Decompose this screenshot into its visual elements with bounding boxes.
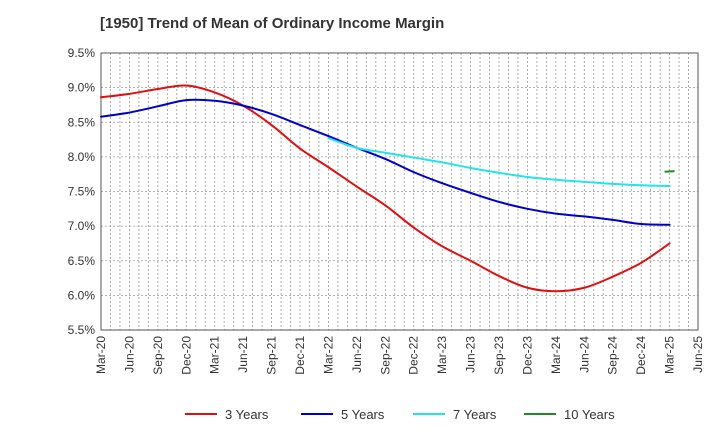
legend-label: 7 Years xyxy=(453,407,497,422)
y-tick-label: 5.5% xyxy=(68,323,96,337)
x-tick-label: Sep-22 xyxy=(378,336,392,375)
x-tick-label: Jun-24 xyxy=(577,336,591,373)
x-tick-label: Mar-25 xyxy=(663,336,677,374)
y-tick-label: 6.0% xyxy=(68,288,96,302)
series-line-10-years xyxy=(664,170,675,173)
x-tick-label: Mar-21 xyxy=(208,336,222,374)
x-tick-label: Mar-24 xyxy=(549,336,563,374)
x-tick-label: Sep-21 xyxy=(265,336,279,375)
y-tick-label: 6.5% xyxy=(68,254,96,268)
x-tick-label: Sep-24 xyxy=(606,336,620,375)
x-tick-label: Jun-22 xyxy=(350,336,364,373)
y-tick-label: 7.5% xyxy=(68,185,96,199)
x-tick-label: Mar-22 xyxy=(321,336,335,374)
y-tick-label: 8.0% xyxy=(68,150,96,164)
chart-title: [1950] Trend of Mean of Ordinary Income … xyxy=(100,15,445,32)
legend-label: 10 Years xyxy=(564,407,615,422)
x-tick-label: Jun-25 xyxy=(691,336,705,373)
legend: 3 Years 5 Years 7 Years 10 Years xyxy=(185,407,615,422)
y-tick-label: 8.5% xyxy=(68,115,96,129)
x-tick-label: Dec-22 xyxy=(407,336,421,375)
x-tick-label: Dec-24 xyxy=(634,336,648,375)
plot-border xyxy=(100,52,699,331)
x-tick-label: Mar-23 xyxy=(435,336,449,374)
x-tick-label: Mar-20 xyxy=(94,336,108,374)
x-tick-label: Jun-20 xyxy=(122,336,136,373)
x-tick-label: Jun-23 xyxy=(464,336,478,373)
x-tick-label: Jun-21 xyxy=(236,336,250,373)
legend-label: 5 Years xyxy=(341,407,385,422)
series-line-7-years xyxy=(327,137,671,187)
y-tick-label: 7.0% xyxy=(68,219,96,233)
y-tick-label: 9.5% xyxy=(68,46,96,60)
x-tick-label: Dec-23 xyxy=(520,336,534,375)
x-tick-label: Dec-20 xyxy=(179,336,193,375)
y-tick-label: 9.0% xyxy=(68,81,96,95)
series-line-5-years xyxy=(100,98,671,226)
legend-label: 3 Years xyxy=(225,407,269,422)
x-tick-label: Dec-21 xyxy=(293,336,307,375)
x-tick-label: Sep-23 xyxy=(492,336,506,375)
series-line-3-years xyxy=(100,84,671,293)
x-tick-label: Sep-20 xyxy=(151,336,165,375)
